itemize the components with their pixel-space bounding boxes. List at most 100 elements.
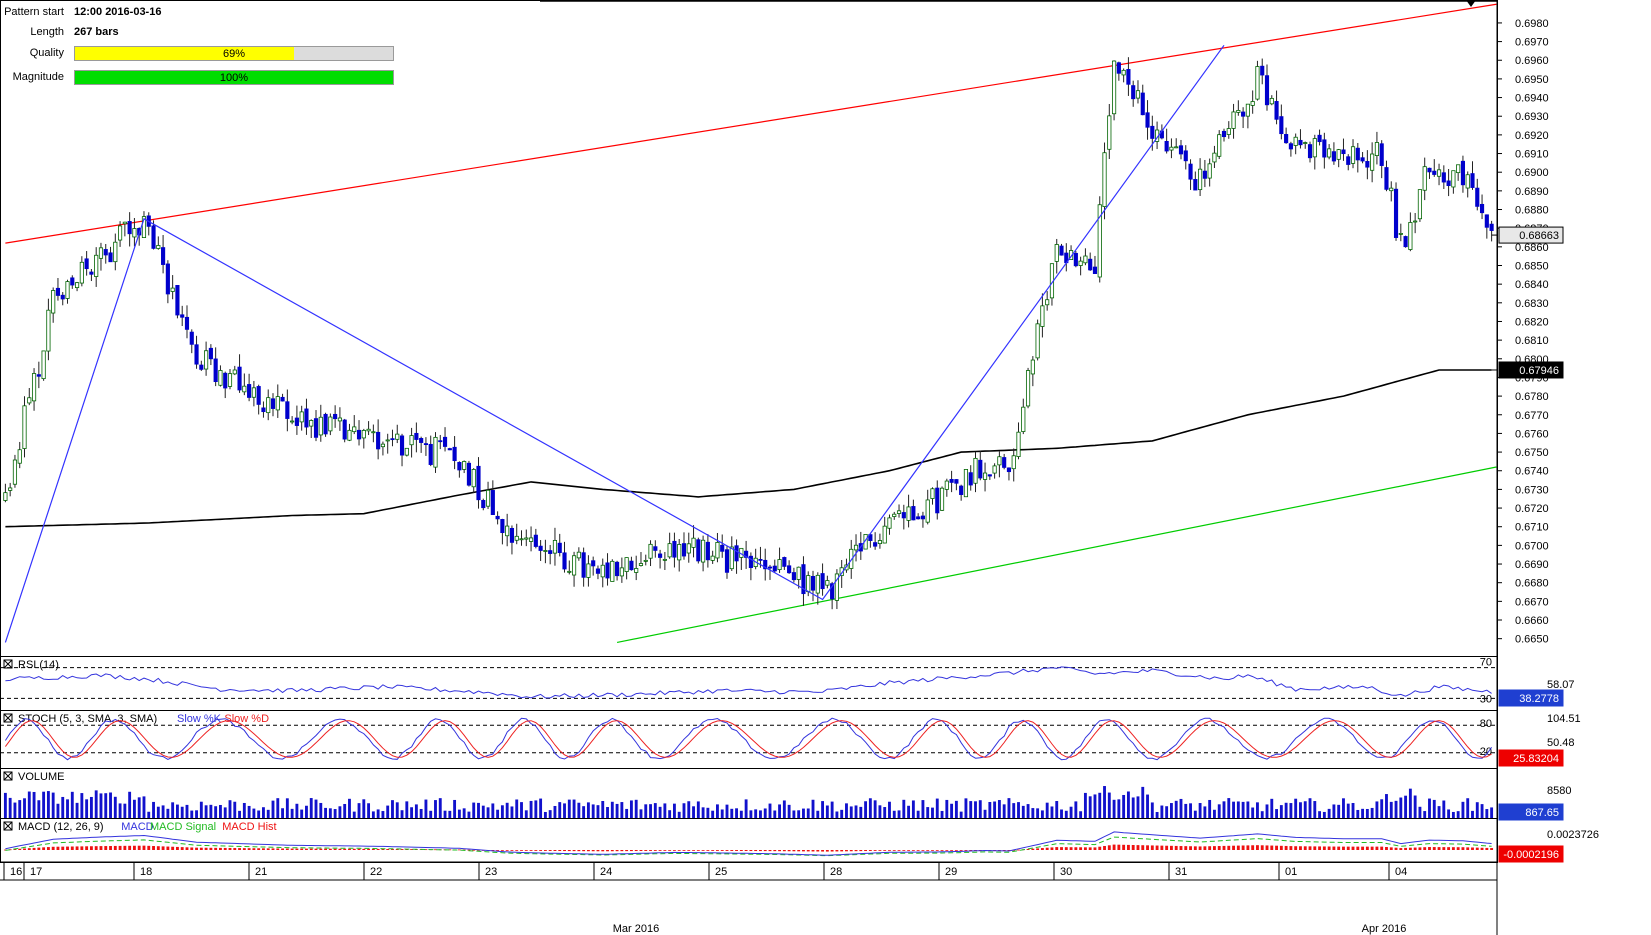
- candle: [1384, 167, 1389, 190]
- macd-hist-bar: [472, 849, 476, 851]
- volume-bar: [873, 800, 877, 818]
- candle: [1293, 136, 1298, 146]
- candle: [261, 407, 266, 413]
- candle: [361, 429, 366, 439]
- macd-hist-bar: [1375, 846, 1379, 850]
- y-tick-label: 0.6670: [1515, 596, 1549, 608]
- candle: [724, 549, 730, 573]
- candle: [41, 350, 46, 380]
- volume-bar: [1380, 799, 1384, 818]
- macd-hist-bar: [1160, 845, 1164, 850]
- candle: [610, 560, 615, 582]
- macd-hist-bar: [281, 848, 284, 850]
- macd-hist-bar: [266, 848, 270, 850]
- x-tick-label: 21: [255, 866, 267, 878]
- macd-hist-bar: [1213, 846, 1216, 850]
- macd-hist-bar: [668, 850, 672, 851]
- candle: [949, 478, 954, 483]
- rsi-value-tag: 38.2778: [1519, 693, 1559, 705]
- macd-hist-bar: [1423, 847, 1427, 850]
- candle: [1298, 139, 1303, 146]
- volume-bar: [672, 803, 676, 818]
- volume-bar: [577, 802, 581, 818]
- macd-hist-bar: [1064, 847, 1068, 850]
- volume-bar: [209, 804, 213, 818]
- corner-arrow-icon: [1466, 0, 1476, 7]
- macd-hist-bar: [1471, 847, 1474, 850]
- macd-hist-bar: [199, 847, 203, 850]
- candle: [1097, 204, 1102, 278]
- macd-hist-bar: [615, 850, 619, 852]
- volume-bar: [1432, 799, 1436, 818]
- volume-bar: [1079, 811, 1083, 818]
- volume-bar: [61, 796, 65, 818]
- macd-hist-bar: [371, 848, 375, 850]
- candle: [8, 487, 13, 491]
- candle: [815, 574, 820, 594]
- volume-bar: [319, 802, 323, 818]
- volume-bar: [1294, 798, 1298, 818]
- macd-hist-bar: [778, 850, 781, 852]
- volume-bar: [1246, 801, 1250, 818]
- macd-hist-bar: [395, 849, 399, 850]
- volume-bar: [381, 811, 385, 818]
- macd-hist-bar: [1279, 845, 1283, 850]
- ma-price-tag: 0.67946: [1519, 365, 1559, 377]
- candle: [638, 563, 644, 566]
- candle: [1035, 323, 1040, 359]
- volume-bar: [1342, 798, 1345, 818]
- volume-bar: [1103, 786, 1106, 818]
- candle: [89, 271, 94, 275]
- volume-bar: [534, 800, 538, 818]
- macd-hist-bar: [152, 846, 155, 850]
- volume-bar: [563, 803, 566, 818]
- macd-hist-bar: [959, 850, 963, 851]
- candle: [337, 417, 342, 422]
- candle: [1489, 223, 1494, 231]
- candle: [94, 254, 99, 277]
- volume-bar: [180, 806, 184, 818]
- macd-hist-bar: [367, 848, 371, 850]
- x-tick-label: 24: [600, 866, 612, 878]
- stoch-level-label: 80: [1480, 718, 1492, 730]
- macd-hist-bar: [653, 850, 657, 851]
- macd-hist-bar: [290, 848, 294, 850]
- volume-bar: [888, 801, 891, 818]
- candle: [624, 557, 629, 572]
- macd-hist-bar: [539, 850, 543, 851]
- candle: [428, 443, 433, 465]
- macd-hist-bar: [720, 850, 724, 851]
- macd-hist-bar: [1256, 845, 1259, 850]
- macd-hist-bar: [1346, 846, 1350, 850]
- volume-bar: [1107, 792, 1111, 818]
- macd-hist-bar: [333, 848, 337, 850]
- x-tick-label: 23: [485, 866, 497, 878]
- volume-bar: [988, 801, 992, 818]
- candle: [834, 573, 839, 601]
- candle: [906, 506, 911, 521]
- x-tick-label: 30: [1060, 866, 1072, 878]
- rsi-value-tag-bg: [1498, 689, 1564, 707]
- macd-hist-bar: [1040, 848, 1044, 850]
- volume-bar: [362, 799, 366, 818]
- y-tick-label: 0.6770: [1515, 410, 1549, 422]
- candle: [132, 228, 137, 238]
- volume-bar: [371, 811, 375, 818]
- candle: [98, 247, 104, 259]
- volume-bar: [883, 807, 887, 818]
- volume-bar: [811, 799, 815, 818]
- candle: [390, 438, 395, 441]
- volume-bar: [969, 801, 973, 818]
- candle: [896, 510, 902, 514]
- candle: [939, 487, 945, 511]
- macd-hist-bar: [735, 850, 738, 851]
- macd-hist-bar: [759, 850, 762, 852]
- volume-bar: [1260, 811, 1264, 818]
- volume-bar: [161, 805, 165, 818]
- volume-bar: [759, 810, 762, 818]
- candle: [1441, 172, 1446, 183]
- candle: [810, 575, 816, 591]
- volume-bar: [199, 801, 203, 818]
- volume-bar: [1184, 803, 1188, 818]
